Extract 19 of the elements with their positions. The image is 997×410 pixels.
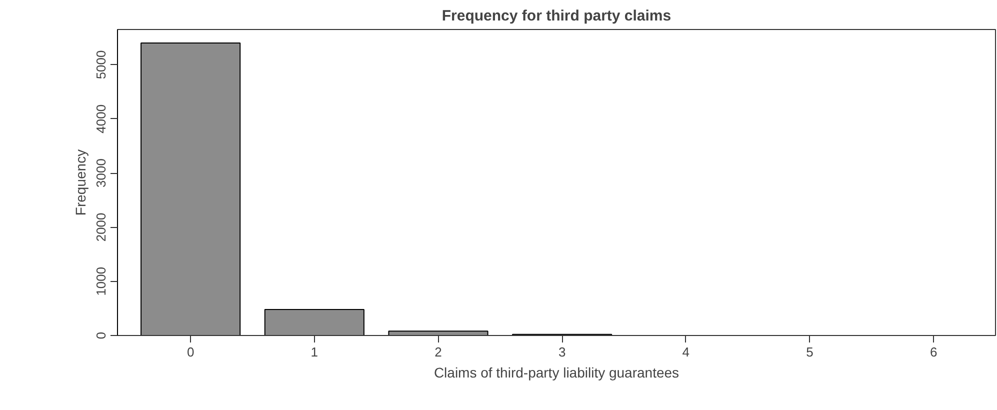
- chart-title: Frequency for third party claims: [442, 8, 672, 24]
- y-axis-title: Frequency: [72, 149, 88, 216]
- y-tick-label: 1000: [94, 266, 108, 296]
- x-tick-label: 1: [310, 344, 318, 360]
- x-tick-label: 6: [930, 344, 938, 360]
- y-tick-label: 3000: [94, 158, 108, 188]
- x-tick-label: 4: [682, 344, 690, 360]
- y-tick-label: 4000: [94, 104, 108, 134]
- x-tick-label: 5: [806, 344, 814, 360]
- x-tick-label: 0: [186, 344, 194, 360]
- x-axis-title: Claims of third-party liability guarantees: [434, 364, 680, 380]
- y-tick-label: 5000: [94, 50, 108, 80]
- x-tick-label: 3: [558, 344, 566, 360]
- bar: [140, 42, 241, 336]
- bar: [264, 309, 364, 336]
- y-tick-label: 0: [94, 332, 108, 340]
- x-tick-label: 2: [434, 344, 442, 360]
- y-tick-label: 2000: [94, 212, 108, 242]
- bar: [388, 330, 488, 336]
